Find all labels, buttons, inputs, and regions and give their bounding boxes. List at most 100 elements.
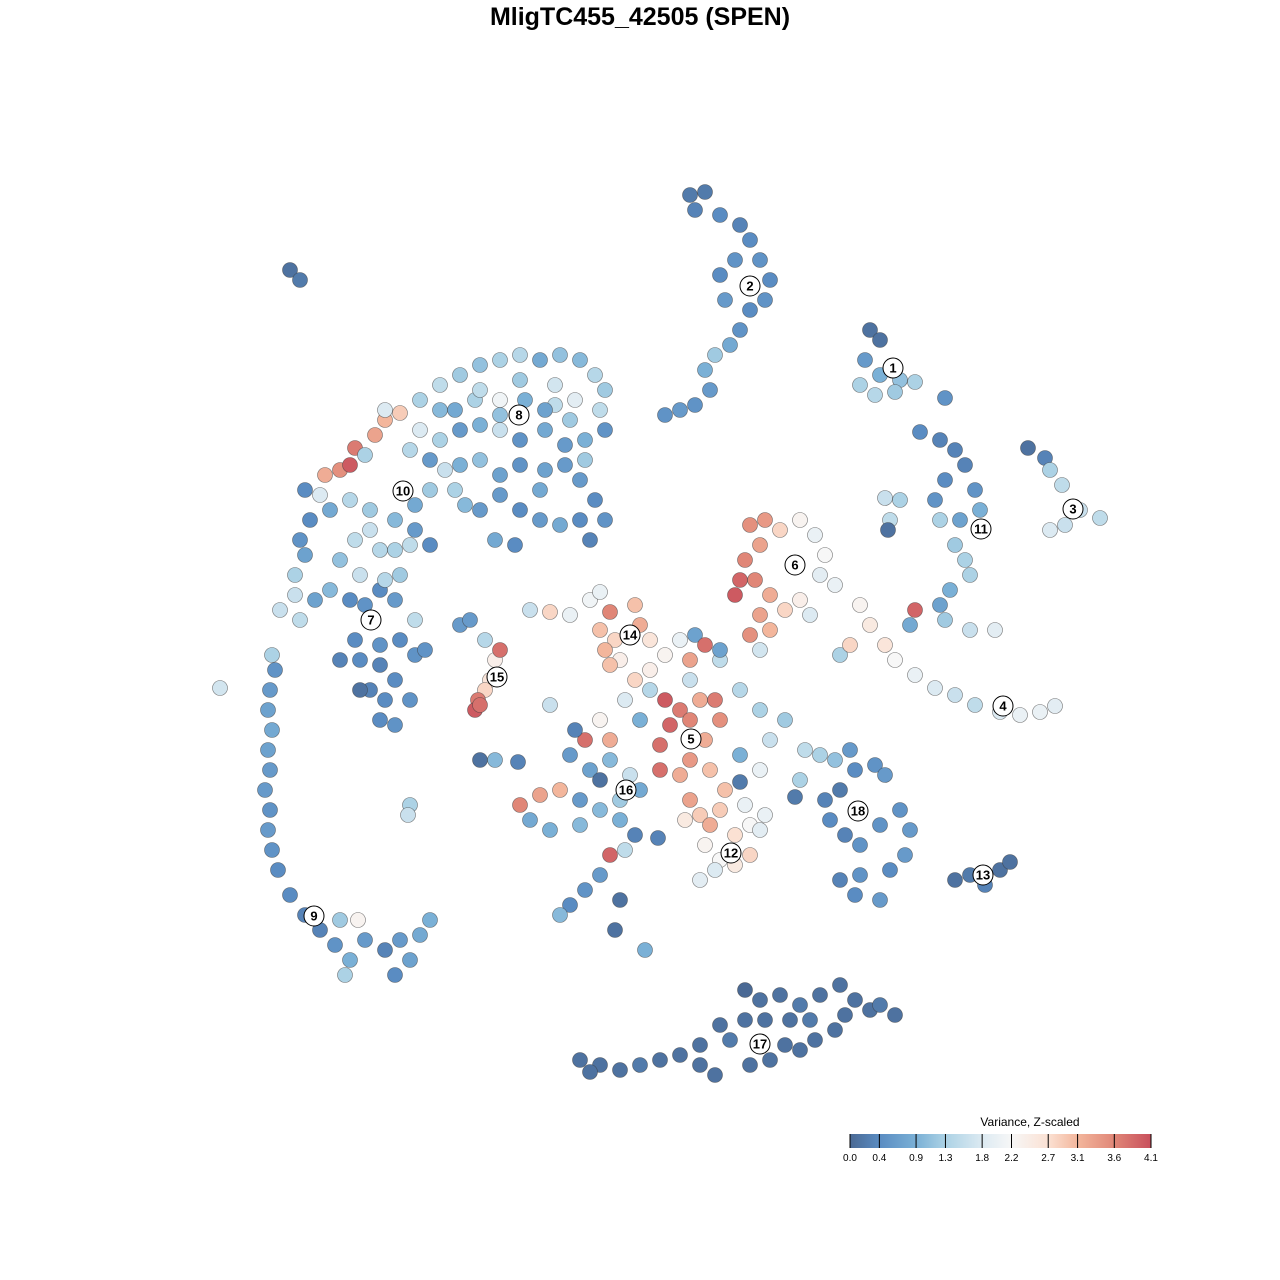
data-point (512, 502, 528, 518)
data-point (732, 747, 748, 763)
data-point (692, 872, 708, 888)
data-point (1042, 462, 1058, 478)
cluster-label-text: 1 (889, 361, 896, 376)
data-point (937, 390, 953, 406)
data-point (422, 452, 438, 468)
data-point (372, 637, 388, 653)
cluster-label-5: 5 (680, 728, 702, 750)
cluster-label-13: 13 (972, 864, 994, 886)
cluster-label-15: 15 (486, 666, 508, 688)
data-point (752, 537, 768, 553)
data-point (412, 927, 428, 943)
data-point (577, 432, 593, 448)
data-point (377, 692, 393, 708)
colorbar-tick-label: 3.1 (1070, 1153, 1085, 1164)
data-point (862, 322, 878, 338)
data-point (572, 352, 588, 368)
data-point (542, 604, 558, 620)
data-point (552, 347, 568, 363)
data-point (592, 772, 608, 788)
data-point (592, 622, 608, 638)
data-point (492, 642, 508, 658)
data-point (1054, 477, 1070, 493)
data-point (372, 542, 388, 558)
data-point (572, 512, 588, 528)
cluster-label-badge (360, 609, 382, 631)
data-point (672, 632, 688, 648)
cluster-label-1: 1 (882, 357, 904, 379)
data-point (292, 532, 308, 548)
data-point (292, 612, 308, 628)
data-point (267, 662, 283, 678)
data-point (907, 667, 923, 683)
data-point (712, 712, 728, 728)
colorbar (849, 1134, 1152, 1148)
data-point (947, 537, 963, 553)
cluster-label-badge (303, 905, 325, 927)
data-point (817, 792, 833, 808)
data-point (602, 847, 618, 863)
data-point (632, 1057, 648, 1073)
data-point (677, 812, 693, 828)
data-point (352, 567, 368, 583)
data-point (337, 967, 353, 983)
data-point (367, 427, 383, 443)
data-point (412, 392, 428, 408)
colorbar-title: Variance, Z-scaled (980, 1115, 1080, 1129)
data-point (562, 607, 578, 623)
data-point (752, 702, 768, 718)
data-point (562, 897, 578, 913)
data-point (812, 747, 828, 763)
data-point (582, 1064, 598, 1080)
data-point (852, 837, 868, 853)
data-point (422, 482, 438, 498)
data-point (722, 1032, 738, 1048)
data-point (377, 572, 393, 588)
cluster-label-text: 9 (310, 909, 317, 924)
data-point (777, 1037, 793, 1053)
data-point (627, 827, 643, 843)
data-point (412, 422, 428, 438)
data-point (282, 262, 298, 278)
colorbar-tick-label: 0.0 (843, 1153, 857, 1164)
data-point (602, 732, 618, 748)
data-point (707, 862, 723, 878)
data-point (912, 424, 928, 440)
cluster-label-text: 7 (367, 613, 374, 628)
data-point (707, 1067, 723, 1083)
data-point (882, 862, 898, 878)
data-point (692, 692, 708, 708)
cluster-label-badge (720, 842, 742, 864)
data-point (627, 672, 643, 688)
chart-title: MligTC455_42505 (SPEN) (489, 3, 791, 31)
data-point (672, 402, 688, 418)
data-point (907, 602, 923, 618)
data-point (1002, 854, 1018, 870)
data-point (317, 467, 333, 483)
data-point (657, 407, 673, 423)
data-point (762, 732, 778, 748)
data-point (880, 522, 896, 538)
data-point (387, 512, 403, 528)
data-point (1057, 517, 1073, 533)
cluster-label-badge (392, 480, 414, 502)
cluster-label-4: 4 (992, 695, 1014, 717)
data-point (357, 447, 373, 463)
data-point (957, 457, 973, 473)
data-point (672, 767, 688, 783)
data-point (877, 490, 893, 506)
cluster-label-text: 14 (623, 628, 638, 643)
cluster-label-text: 2 (746, 279, 753, 294)
data-point (972, 502, 988, 518)
data-point (260, 742, 276, 758)
data-point (787, 789, 803, 805)
cluster-label-badge (749, 1033, 771, 1055)
data-point (542, 822, 558, 838)
data-point (842, 637, 858, 653)
data-point (682, 712, 698, 728)
cluster-label-17: 17 (749, 1033, 771, 1055)
data-point (270, 862, 286, 878)
cluster-label-badge (847, 800, 869, 822)
data-point (827, 1022, 843, 1038)
